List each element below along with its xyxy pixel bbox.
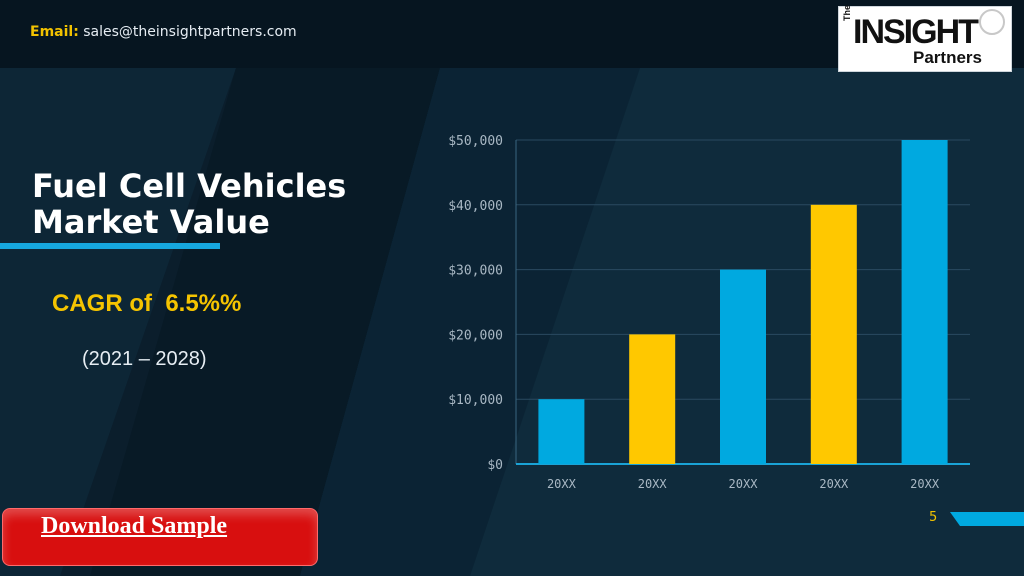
insight-partners-logo[interactable]: The INSIGHT Partners xyxy=(838,5,1012,72)
title-line-2: Market Value xyxy=(32,203,270,241)
logo-ring-icon xyxy=(979,9,1005,35)
page-accent-bar xyxy=(950,512,1024,526)
download-sample-label: Download Sample xyxy=(41,513,228,539)
contact-email: Email: sales@theinsightpartners.com xyxy=(30,24,297,40)
x-tick-label: 20XX xyxy=(729,477,759,491)
email-address[interactable]: sales@theinsightpartners.com xyxy=(83,24,297,40)
x-tick-label: 20XX xyxy=(819,477,849,491)
bar xyxy=(720,269,766,464)
page-number: 5 xyxy=(929,510,938,525)
x-tick-label: 20XX xyxy=(547,477,577,491)
logo-partners: Partners xyxy=(913,48,982,67)
y-tick-label: $30,000 xyxy=(448,264,503,279)
logo-insight: INSIGHT xyxy=(853,13,979,51)
title-line-1: Fuel Cell Vehicles xyxy=(32,167,347,205)
title-underline xyxy=(0,243,220,249)
y-tick-label: $50,000 xyxy=(448,134,503,149)
page-title: Fuel Cell Vehicles Market Value xyxy=(32,168,392,240)
email-label: Email: xyxy=(30,24,79,40)
cagr-text: CAGR of 6.5%% xyxy=(52,290,242,317)
bar xyxy=(901,140,948,464)
bar xyxy=(810,204,857,465)
y-tick-label: $40,000 xyxy=(448,199,503,214)
x-tick-label: 20XX xyxy=(638,477,668,491)
y-tick-label: $20,000 xyxy=(448,328,503,343)
bar xyxy=(538,399,585,464)
y-tick-label: $0 xyxy=(487,458,503,473)
download-sample-button[interactable]: Download Sample xyxy=(2,508,318,566)
bar xyxy=(629,334,676,464)
forecast-period: (2021 – 2028) xyxy=(82,348,207,370)
x-tick-label: 20XX xyxy=(910,477,940,491)
y-tick-label: $10,000 xyxy=(448,393,503,408)
